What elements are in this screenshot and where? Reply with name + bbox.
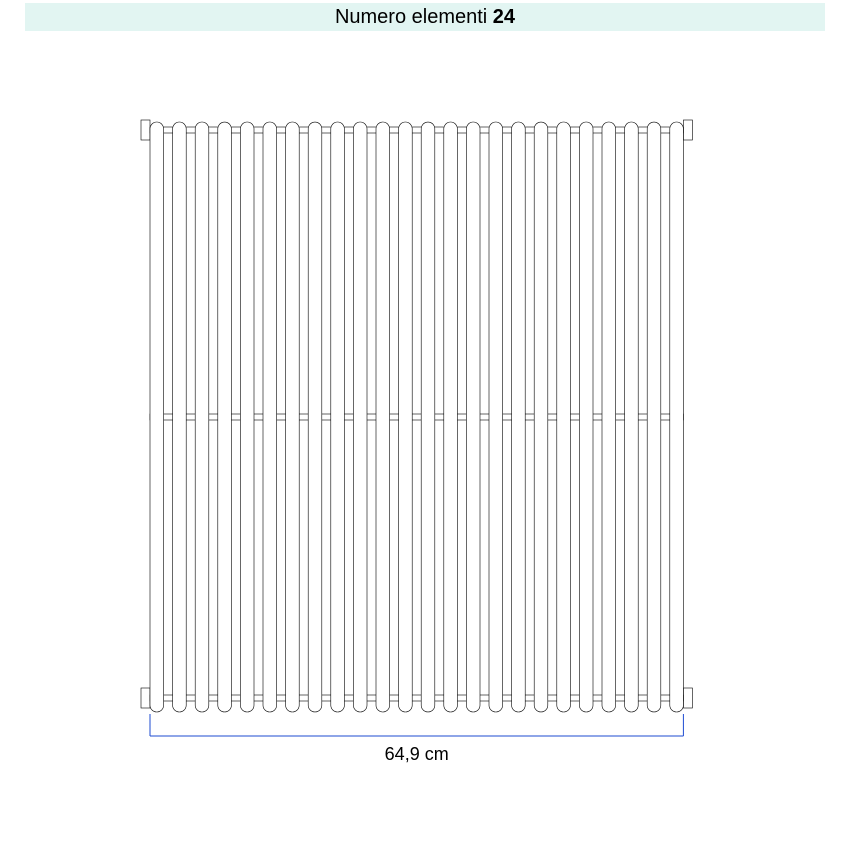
diagram-container: 64,9 cm (0, 0, 850, 855)
dimension-label: 64,9 cm (385, 744, 449, 764)
radiator-drawing: 64,9 cm (0, 0, 850, 850)
